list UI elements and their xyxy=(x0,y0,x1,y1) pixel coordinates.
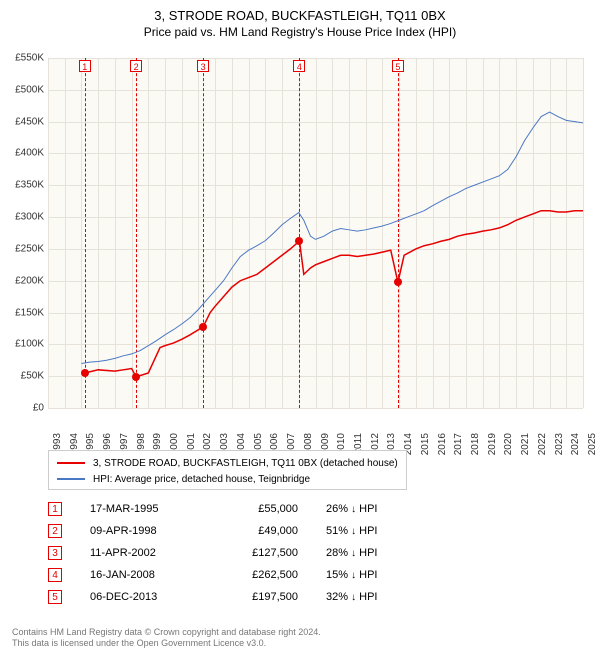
x-axis-label: 2015 xyxy=(420,433,431,455)
x-axis-label: 2024 xyxy=(570,433,581,455)
chart-lines xyxy=(48,58,583,408)
event-pct: 15% ↓ HPI xyxy=(326,569,416,581)
legend: 3, STRODE ROAD, BUCKFASTLEIGH, TQ11 0BX … xyxy=(48,450,407,490)
vgrid xyxy=(583,58,584,408)
legend-swatch-hpi xyxy=(57,478,85,480)
x-axis-label: 2021 xyxy=(520,433,531,455)
legend-label-property: 3, STRODE ROAD, BUCKFASTLEIGH, TQ11 0BX … xyxy=(93,458,398,469)
footer-line-2: This data is licensed under the Open Gov… xyxy=(12,638,321,650)
y-axis-label: £100K xyxy=(0,339,44,350)
event-pct: 32% ↓ HPI xyxy=(326,591,416,603)
event-price: £197,500 xyxy=(218,591,298,603)
event-num-box: 2 xyxy=(48,524,62,538)
hgrid xyxy=(48,408,583,409)
event-date: 17-MAR-1995 xyxy=(90,503,190,515)
y-axis-label: £550K xyxy=(0,53,44,64)
x-axis-label: 2020 xyxy=(503,433,514,455)
x-axis-label: 2023 xyxy=(554,433,565,455)
event-row: 3 11-APR-2002 £127,500 28% ↓ HPI xyxy=(48,542,416,564)
y-axis-label: £450K xyxy=(0,116,44,127)
legend-row-property: 3, STRODE ROAD, BUCKFASTLEIGH, TQ11 0BX … xyxy=(57,455,398,471)
event-row: 1 17-MAR-1995 £55,000 26% ↓ HPI xyxy=(48,498,416,520)
event-pct: 26% ↓ HPI xyxy=(326,503,416,515)
event-date: 16-JAN-2008 xyxy=(90,569,190,581)
x-axis-label: 2022 xyxy=(537,433,548,455)
event-num-box: 1 xyxy=(48,502,62,516)
chart-subtitle: Price paid vs. HM Land Registry's House … xyxy=(0,25,600,39)
event-date: 11-APR-2002 xyxy=(90,547,190,559)
footer-line-1: Contains HM Land Registry data © Crown c… xyxy=(12,627,321,639)
events-table: 1 17-MAR-1995 £55,000 26% ↓ HPI 2 09-APR-1998… xyxy=(48,498,416,608)
event-row: 4 16-JAN-2008 £262,500 15% ↓ HPI xyxy=(48,564,416,586)
event-num-box: 5 xyxy=(48,590,62,604)
event-price: £49,000 xyxy=(218,525,298,537)
event-price: £127,500 xyxy=(218,547,298,559)
event-date: 06-DEC-2013 xyxy=(90,591,190,603)
event-row: 2 09-APR-1998 £49,000 51% ↓ HPI xyxy=(48,520,416,542)
x-axis-label: 2019 xyxy=(487,433,498,455)
series-line xyxy=(81,112,583,363)
legend-row-hpi: HPI: Average price, detached house, Teig… xyxy=(57,471,398,487)
y-axis-label: £0 xyxy=(0,403,44,414)
event-price: £262,500 xyxy=(218,569,298,581)
y-axis-label: £150K xyxy=(0,307,44,318)
y-axis-label: £500K xyxy=(0,84,44,95)
chart-area: 12345 £0£50K£100K£150K£200K£250K£300K£35… xyxy=(48,58,583,408)
y-axis-label: £350K xyxy=(0,180,44,191)
chart-title: 3, STRODE ROAD, BUCKFASTLEIGH, TQ11 0BX xyxy=(0,8,600,23)
series-line xyxy=(85,211,583,377)
event-price: £55,000 xyxy=(218,503,298,515)
legend-swatch-property xyxy=(57,462,85,464)
y-axis-label: £400K xyxy=(0,148,44,159)
legend-label-hpi: HPI: Average price, detached house, Teig… xyxy=(93,474,310,485)
y-axis-label: £50K xyxy=(0,371,44,382)
event-row: 5 06-DEC-2013 £197,500 32% ↓ HPI xyxy=(48,586,416,608)
event-date: 09-APR-1998 xyxy=(90,525,190,537)
chart-container: 3, STRODE ROAD, BUCKFASTLEIGH, TQ11 0BX … xyxy=(0,8,600,658)
x-axis-label: 2025 xyxy=(587,433,598,455)
y-axis-label: £300K xyxy=(0,212,44,223)
y-axis-label: £250K xyxy=(0,243,44,254)
footer: Contains HM Land Registry data © Crown c… xyxy=(12,627,321,650)
x-axis-label: 2016 xyxy=(437,433,448,455)
y-axis-label: £200K xyxy=(0,275,44,286)
event-pct: 51% ↓ HPI xyxy=(326,525,416,537)
x-axis-label: 2017 xyxy=(453,433,464,455)
event-num-box: 4 xyxy=(48,568,62,582)
x-axis-label: 2018 xyxy=(470,433,481,455)
event-num-box: 3 xyxy=(48,546,62,560)
event-pct: 28% ↓ HPI xyxy=(326,547,416,559)
